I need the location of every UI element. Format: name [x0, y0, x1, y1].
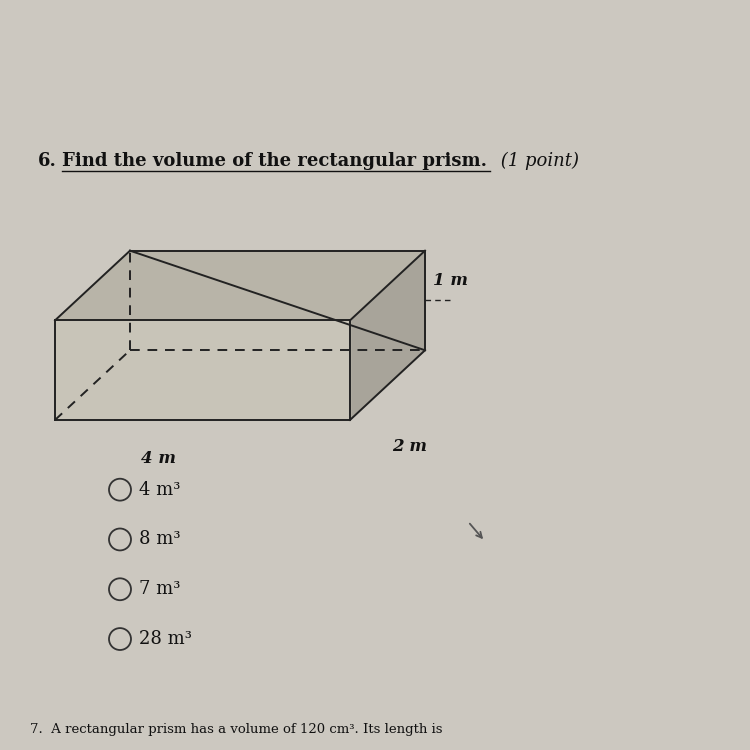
- Text: 7.  A rectangular prism has a volume of 120 cm³. Its length is: 7. A rectangular prism has a volume of 1…: [30, 723, 442, 736]
- Text: 1 m: 1 m: [433, 272, 468, 289]
- Text: 28 m³: 28 m³: [139, 630, 192, 648]
- Text: 4 m³: 4 m³: [139, 481, 180, 499]
- Polygon shape: [55, 251, 425, 320]
- Text: (1 point): (1 point): [495, 152, 579, 170]
- Text: 2 m: 2 m: [392, 438, 427, 455]
- Polygon shape: [55, 320, 350, 420]
- Text: 4 m: 4 m: [141, 450, 176, 466]
- Text: 7 m³: 7 m³: [139, 580, 180, 598]
- Polygon shape: [350, 251, 425, 420]
- Text: 8 m³: 8 m³: [139, 530, 181, 548]
- Text: Find the volume of the rectangular prism.: Find the volume of the rectangular prism…: [62, 152, 487, 170]
- Text: 6.: 6.: [38, 152, 57, 170]
